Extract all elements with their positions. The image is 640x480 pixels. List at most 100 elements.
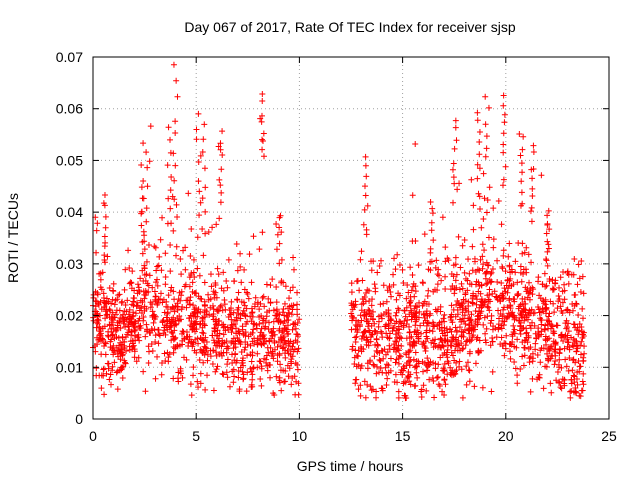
data-point-marker <box>425 287 432 294</box>
data-point-marker <box>231 373 238 380</box>
data-point-marker <box>561 376 568 383</box>
data-point-marker <box>213 332 220 339</box>
data-point-marker <box>387 355 394 362</box>
data-point-marker <box>195 159 202 166</box>
data-point-marker <box>544 212 551 219</box>
data-point-marker <box>243 305 250 312</box>
data-point-marker <box>248 358 255 365</box>
data-point-marker <box>527 208 534 215</box>
data-point-marker <box>486 307 493 314</box>
data-point-marker <box>123 316 130 323</box>
data-point-marker <box>120 320 127 327</box>
data-point-marker <box>152 375 159 382</box>
data-point-marker <box>411 305 418 312</box>
data-point-marker <box>249 383 256 390</box>
data-point-marker <box>516 317 523 324</box>
data-point-marker <box>517 311 524 318</box>
data-point-marker <box>552 358 559 365</box>
data-point-marker <box>577 351 584 358</box>
data-point-marker <box>217 146 224 153</box>
data-point-marker <box>462 342 469 349</box>
data-point-marker <box>506 240 513 247</box>
data-point-marker <box>173 252 180 259</box>
data-point-marker <box>267 362 274 369</box>
data-point-marker <box>454 347 461 354</box>
data-point-marker <box>135 287 142 294</box>
data-point-marker <box>365 339 372 346</box>
data-point-marker <box>429 210 436 217</box>
data-point-marker <box>514 292 521 299</box>
data-point-marker <box>409 271 416 278</box>
data-point-marker <box>530 148 537 155</box>
data-point-marker <box>484 197 491 204</box>
data-point-marker <box>136 324 143 331</box>
data-point-marker <box>252 294 259 301</box>
data-point-marker <box>115 292 122 299</box>
data-point-marker <box>223 349 230 356</box>
data-point-marker <box>376 262 383 269</box>
data-point-marker <box>210 347 217 354</box>
data-point-marker <box>441 324 448 331</box>
data-point-marker <box>225 314 232 321</box>
data-point-marker <box>453 137 460 144</box>
data-point-marker <box>564 268 571 275</box>
data-point-marker <box>106 322 113 329</box>
data-point-marker <box>154 263 161 270</box>
data-point-marker <box>556 356 563 363</box>
data-point-marker <box>148 326 155 333</box>
data-point-marker <box>209 361 216 368</box>
data-point-marker <box>577 288 584 295</box>
data-point-marker <box>256 320 263 327</box>
data-point-marker <box>525 334 532 341</box>
data-point-marker <box>244 352 251 359</box>
data-point-marker <box>281 378 288 385</box>
data-point-marker <box>134 290 141 297</box>
data-point-marker <box>118 341 125 348</box>
data-point-marker <box>190 372 197 379</box>
data-point-marker <box>523 244 530 251</box>
data-point-marker <box>238 279 245 286</box>
data-point-marker <box>162 331 169 338</box>
data-point-marker <box>392 371 399 378</box>
data-point-marker <box>519 339 526 346</box>
data-point-marker <box>549 286 556 293</box>
data-point-marker <box>281 300 288 307</box>
data-point-marker <box>453 271 460 278</box>
data-point-marker <box>246 251 253 258</box>
data-point-marker <box>529 193 536 200</box>
data-point-marker <box>290 254 297 261</box>
data-point-marker <box>117 325 124 332</box>
data-point-marker <box>212 342 219 349</box>
data-point-marker <box>243 321 250 328</box>
data-point-marker <box>565 280 572 287</box>
data-point-marker <box>465 308 472 315</box>
data-point-marker <box>397 319 404 326</box>
data-point-marker <box>539 305 546 312</box>
data-point-marker <box>419 302 426 309</box>
data-point-marker <box>103 311 110 318</box>
data-point-marker <box>200 136 207 143</box>
data-point-marker <box>580 381 587 388</box>
data-point-marker <box>137 297 144 304</box>
y-tick-label: 0.03 <box>56 256 83 272</box>
data-point-marker <box>197 199 204 206</box>
data-point-marker <box>364 336 371 343</box>
data-point-marker <box>429 205 436 212</box>
data-point-marker <box>516 130 523 137</box>
data-point-marker <box>407 264 414 271</box>
data-point-marker <box>422 347 429 354</box>
data-point-marker <box>211 324 218 331</box>
data-point-marker <box>141 303 148 310</box>
data-point-marker <box>193 126 200 133</box>
data-point-marker <box>411 293 418 300</box>
data-point-marker <box>502 288 509 295</box>
data-point-marker <box>368 258 375 265</box>
data-point-marker <box>504 277 511 284</box>
data-point-marker <box>378 257 385 264</box>
data-point-marker <box>247 351 254 358</box>
x-tick-label: 10 <box>292 428 308 444</box>
data-point-marker <box>554 305 561 312</box>
data-point-marker <box>366 307 373 314</box>
data-point-marker <box>485 304 492 311</box>
data-point-marker <box>233 357 240 364</box>
